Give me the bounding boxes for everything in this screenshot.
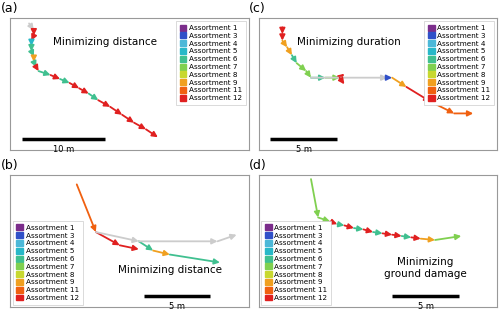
Text: Minimizing duration: Minimizing duration [298,37,401,47]
Text: 5 m: 5 m [296,145,312,154]
Legend: Assortment 1, Assortment 3, Assortment 4, Assortment 5, Assortment 6, Assortment: Assortment 1, Assortment 3, Assortment 4… [13,221,82,305]
Text: 10 m: 10 m [53,145,74,154]
Text: (d): (d) [249,159,266,173]
Text: 5 m: 5 m [418,302,434,311]
Text: Minimizing distance: Minimizing distance [118,266,222,275]
Legend: Assortment 1, Assortment 3, Assortment 4, Assortment 5, Assortment 6, Assortment: Assortment 1, Assortment 3, Assortment 4… [424,21,494,105]
Text: Minimizing
ground damage: Minimizing ground damage [384,257,467,278]
Text: (a): (a) [0,3,18,15]
Text: 5 m: 5 m [169,302,185,311]
Text: (b): (b) [0,159,18,173]
Legend: Assortment 1, Assortment 3, Assortment 4, Assortment 5, Assortment 6, Assortment: Assortment 1, Assortment 3, Assortment 4… [262,221,331,305]
Legend: Assortment 1, Assortment 3, Assortment 4, Assortment 5, Assortment 6, Assortment: Assortment 1, Assortment 3, Assortment 4… [176,21,246,105]
Text: (c): (c) [249,3,266,15]
Text: Minimizing distance: Minimizing distance [54,37,158,47]
